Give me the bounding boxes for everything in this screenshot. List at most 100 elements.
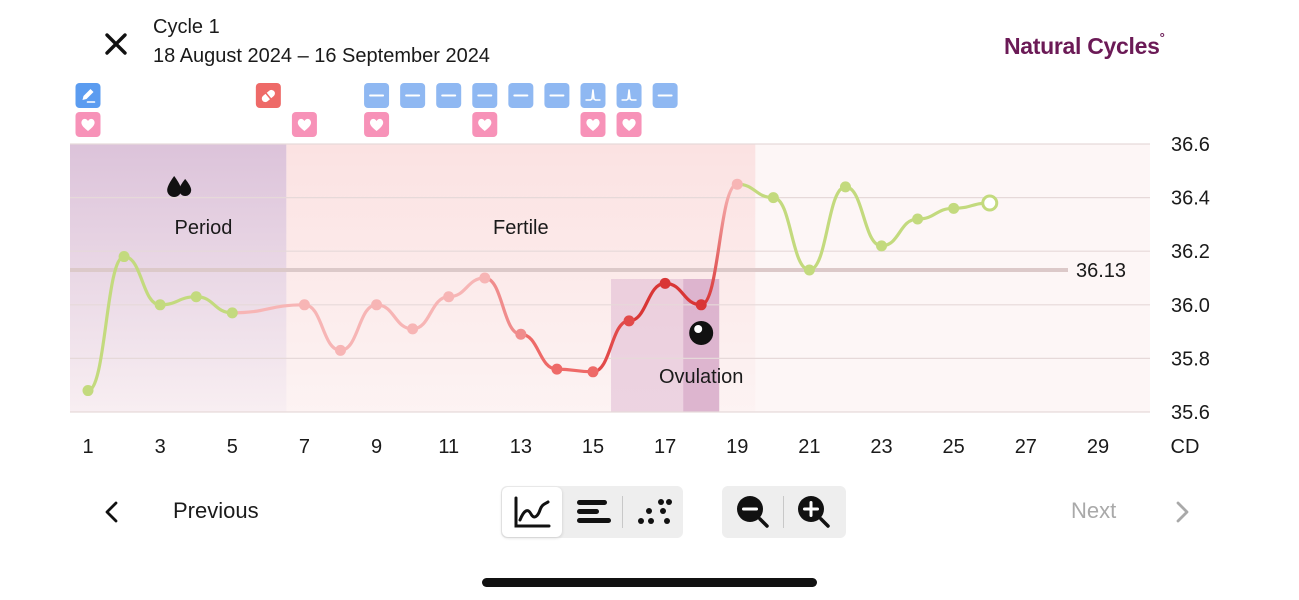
line-view-button[interactable] <box>502 487 562 537</box>
day-tag[interactable] <box>652 83 678 108</box>
line-segment <box>86 254 126 393</box>
heart-shape <box>81 118 95 131</box>
temperature-point[interactable] <box>371 299 383 311</box>
temperature-point[interactable] <box>551 363 563 375</box>
home-indicator <box>482 578 817 587</box>
ovulation-egg-icon <box>689 321 714 345</box>
temperature-point[interactable] <box>154 299 166 311</box>
bar-view-button[interactable] <box>563 486 623 538</box>
x-axis-ticks: 1 3 5 7 9 11 13 15 17 19 21 23 25 27 29 CD <box>82 436 1199 458</box>
heart-shape <box>622 118 636 131</box>
pen-shape <box>82 89 94 100</box>
brand-logo: Natural Cycles° <box>1004 30 1165 60</box>
x-tick-label: 21 <box>798 436 820 458</box>
dots-view-icon <box>638 499 672 524</box>
day-tag[interactable] <box>400 83 426 108</box>
pen-icon <box>82 89 96 103</box>
x-tick-label: 23 <box>870 436 892 458</box>
day-tag[interactable] <box>75 112 101 137</box>
x-tick-label: 9 <box>371 436 382 458</box>
day-tag[interactable] <box>544 83 570 108</box>
temperature-point[interactable] <box>118 251 130 263</box>
temperature-point[interactable] <box>659 277 671 289</box>
temperature-point[interactable] <box>839 181 851 193</box>
line-segment <box>699 182 739 307</box>
temperature-point[interactable] <box>803 264 815 276</box>
day-tag[interactable] <box>580 112 606 137</box>
temperature-point[interactable] <box>479 272 491 284</box>
heart-icon <box>81 118 95 131</box>
temperature-point[interactable] <box>731 178 743 190</box>
y-tick-label: 36.0 <box>1171 295 1210 317</box>
line-segment <box>230 303 307 315</box>
previous-button[interactable]: Previous <box>173 498 259 523</box>
day-tag[interactable] <box>616 112 642 137</box>
heart-icon <box>478 118 492 131</box>
temperature-point[interactable] <box>695 299 707 311</box>
drop-shape <box>179 179 192 196</box>
bar-view-icon <box>577 500 611 523</box>
next-button[interactable]: Next <box>1071 498 1117 523</box>
temperature-point[interactable] <box>623 315 635 327</box>
day-tag[interactable] <box>472 112 498 137</box>
day-tag[interactable] <box>616 83 642 108</box>
heart-shape <box>297 118 312 131</box>
zoom-in-icon <box>798 496 830 528</box>
lh-peak-line <box>621 89 637 101</box>
chart-grid <box>70 143 1150 413</box>
day-tag[interactable] <box>436 83 462 108</box>
day-tag[interactable] <box>75 83 101 108</box>
temperature-point[interactable] <box>82 385 94 397</box>
zoom-out-button[interactable] <box>723 486 783 538</box>
drops-icon <box>167 176 192 197</box>
y-tick-label: 35.6 <box>1171 402 1210 424</box>
temperature-point[interactable] <box>334 344 346 356</box>
close-icon <box>105 33 127 55</box>
fertile-label: Fertile <box>493 217 549 239</box>
temperature-point-today[interactable] <box>981 194 999 212</box>
temperature-point[interactable] <box>190 291 202 303</box>
temperature-point[interactable] <box>876 240 888 252</box>
day-tag[interactable] <box>291 112 317 137</box>
day-tag[interactable] <box>255 83 281 108</box>
day-tag[interactable] <box>580 83 606 108</box>
chevron-left-icon <box>105 501 118 523</box>
lh-peak-line <box>585 89 601 101</box>
x-tick-label: 25 <box>943 436 965 458</box>
temperature-point[interactable] <box>226 307 238 319</box>
temperature-point[interactable] <box>912 213 924 225</box>
phase-backgrounds <box>70 144 1150 412</box>
temperature-point[interactable] <box>515 328 527 340</box>
temperature-point[interactable] <box>298 299 310 311</box>
x-tick-label: 3 <box>155 436 166 458</box>
y-axis-ticks: 36.6 36.4 36.2 36.0 35.8 35.6 <box>1171 134 1210 424</box>
heart-shape <box>586 118 600 131</box>
temperature-point[interactable] <box>767 192 779 204</box>
day-tag[interactable] <box>364 112 390 137</box>
heart-icon <box>622 118 636 131</box>
y-tick-label: 35.8 <box>1171 348 1210 370</box>
temperature-point[interactable] <box>948 202 960 214</box>
temperature-point[interactable] <box>587 366 599 378</box>
zoom-in-button[interactable] <box>784 486 844 538</box>
previous-chevron-button[interactable] <box>100 498 124 526</box>
day-tag[interactable] <box>364 83 390 108</box>
dots-view-button[interactable] <box>623 486 683 538</box>
next-chevron-button[interactable] <box>1170 498 1194 526</box>
period-label: Period <box>175 217 233 239</box>
temperature-points <box>82 178 999 397</box>
cycle-title: Cycle 1 <box>153 16 220 38</box>
x-tick-label: 15 <box>582 436 604 458</box>
x-tick-label: 19 <box>726 436 748 458</box>
temperature-chart: Period Fertile Ovulation 36.13 36.636.43… <box>70 83 1210 458</box>
line-segment <box>771 196 811 272</box>
close-button[interactable] <box>98 26 134 62</box>
temperature-point[interactable] <box>407 323 419 335</box>
day-tag[interactable] <box>508 83 534 108</box>
x-tick-label: 27 <box>1015 436 1037 458</box>
line-chart-view-icon <box>514 496 551 528</box>
x-tick-label: 29 <box>1087 436 1109 458</box>
chevron-right-icon <box>1176 501 1189 523</box>
temperature-point[interactable] <box>443 291 455 303</box>
day-tag[interactable] <box>472 83 498 108</box>
